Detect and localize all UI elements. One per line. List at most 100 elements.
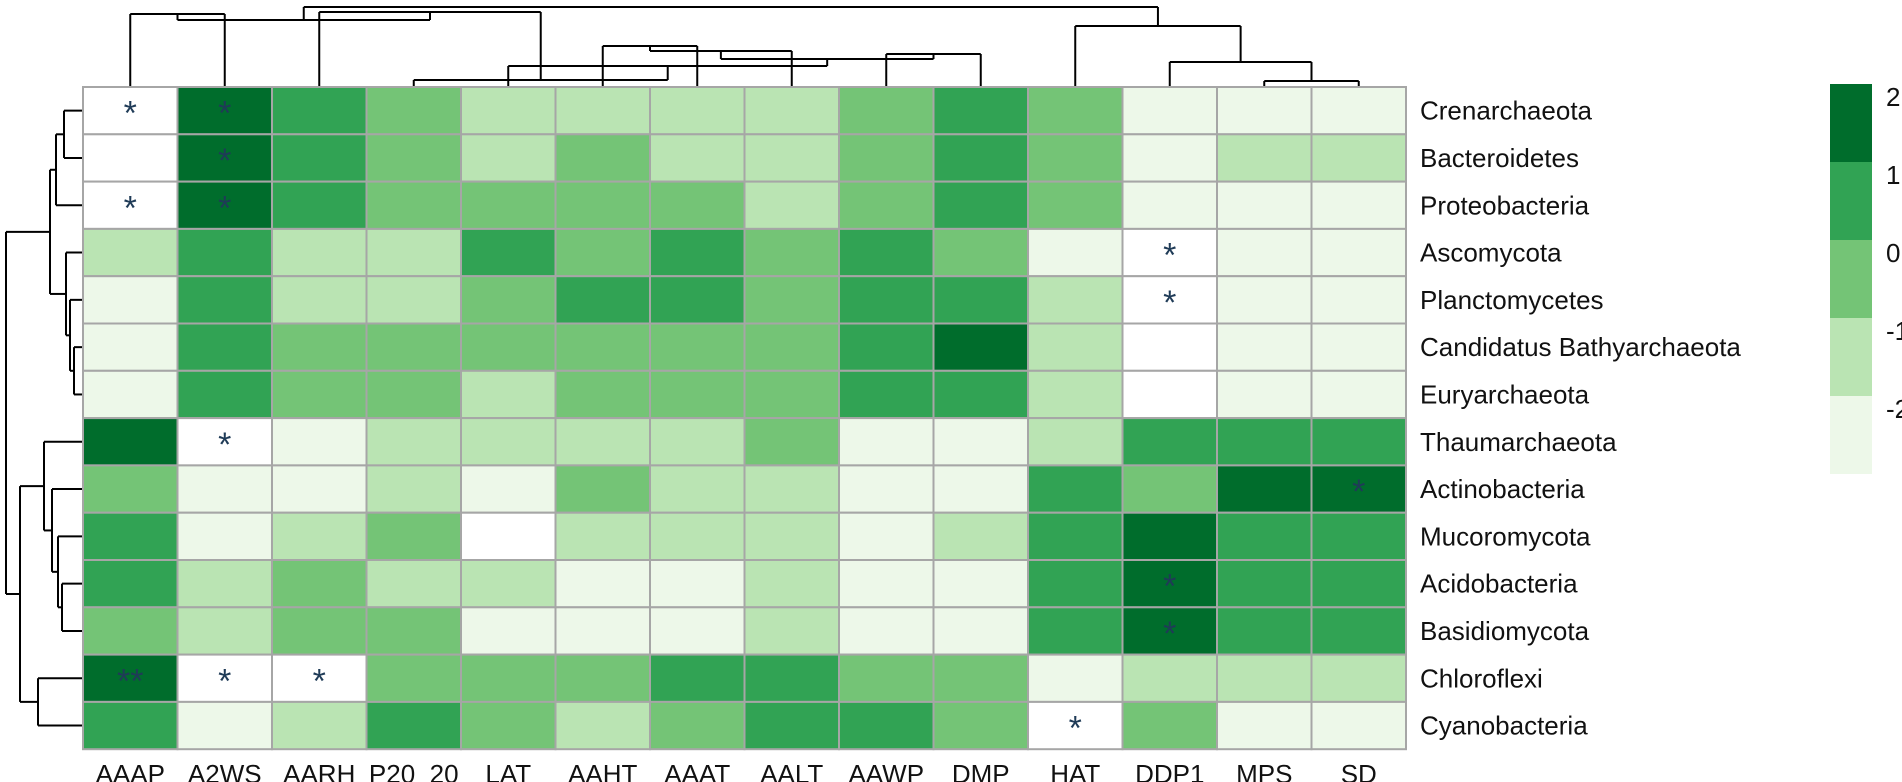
significance-markers: * *** ********* * ** (117, 95, 1365, 748)
heatmap-cell (1027, 322, 1124, 372)
row-labels: Crenarchaeota Bacteroidetes Proteobacteria… (1420, 96, 1741, 741)
row-label: Basidiomycota (1420, 616, 1590, 646)
row-label: Crenarchaeota (1420, 96, 1593, 126)
heatmap-cell (554, 700, 651, 751)
heatmap-cell (1310, 559, 1407, 609)
heatmap-cell (649, 464, 746, 514)
heatmap-cell (838, 464, 935, 514)
heatmap-cell (1121, 322, 1218, 372)
heatmap-cell (1310, 227, 1407, 278)
heatmap-cell (932, 275, 1029, 325)
heatmap-cell (82, 606, 179, 656)
heatmap-cell (932, 606, 1029, 656)
heatmap-cell (271, 417, 368, 467)
heatmap-cell (838, 322, 935, 372)
heatmap-cell (365, 227, 462, 278)
heatmap-cell (82, 700, 179, 751)
heatmap-cell (1027, 369, 1124, 420)
row-label: Proteobacteria (1420, 190, 1590, 220)
heatmap-cell (1121, 653, 1218, 703)
heatmap-cell (365, 86, 462, 136)
heatmap-cell (649, 275, 746, 325)
heatmap-cell (460, 559, 557, 609)
legend-swatch (1830, 318, 1872, 396)
row-label: Ascomycota (1420, 238, 1562, 268)
heatmap-cell (176, 369, 273, 420)
heatmap-cell (460, 86, 557, 136)
column-dendrogram (129, 6, 1360, 87)
column-label: AAAT (664, 759, 730, 782)
heatmap-cell (460, 417, 557, 467)
heatmap-cell (365, 700, 462, 751)
heatmap-cell (743, 322, 840, 372)
heatmap-cell (1310, 511, 1407, 562)
heatmap-cell (460, 369, 557, 420)
heatmap-cell (271, 464, 368, 514)
heatmap-cell (1216, 369, 1313, 420)
heatmap-cell (176, 227, 273, 278)
heatmap-cell (838, 511, 935, 562)
row-label: Euryarchaeota (1420, 379, 1590, 409)
heatmap-cell (1216, 86, 1313, 136)
heatmap-cell (554, 86, 651, 136)
heatmap-cell (1310, 86, 1407, 136)
heatmap-cell (743, 511, 840, 562)
heatmap-cell (365, 464, 462, 514)
heatmap-cell (1027, 275, 1124, 325)
legend-tick-label: 1 (1886, 160, 1900, 190)
heatmap-cell (1027, 464, 1124, 514)
heatmap-cell (176, 606, 273, 656)
heatmap-cell (1310, 275, 1407, 325)
heatmap-cell (176, 86, 273, 136)
heatmap-cell (1121, 606, 1218, 656)
heatmap-cell (1216, 606, 1313, 656)
heatmap-cell (460, 275, 557, 325)
heatmap-cell (932, 511, 1029, 562)
heatmap-cells (82, 86, 1407, 751)
heatmap-cell (743, 464, 840, 514)
heatmap-cell (271, 86, 368, 136)
column-label: AAWP (848, 759, 924, 782)
legend-tick-label: -1 (1886, 316, 1902, 346)
heatmap-cell (271, 511, 368, 562)
column-label: P20_20 (369, 759, 459, 782)
row-label: Cyanobacteria (1420, 711, 1588, 741)
heatmap-cell (1310, 700, 1407, 751)
heatmap-cell (82, 511, 179, 562)
significance-star: * (1163, 615, 1176, 653)
heatmap-cell (554, 511, 651, 562)
heatmap-cell (1216, 464, 1313, 514)
heatmap-cell (82, 227, 179, 278)
heatmap-cell (82, 369, 179, 420)
significance-star: * (218, 426, 231, 464)
heatmap-cell (82, 180, 179, 230)
significance-star: * (1352, 473, 1365, 511)
legend-tick-label: 0 (1886, 238, 1900, 268)
heatmap-cell (365, 653, 462, 703)
heatmap-cell (1027, 86, 1124, 136)
heatmap-cell (460, 180, 557, 230)
heatmap-cell (460, 653, 557, 703)
heatmap-cell (460, 700, 557, 751)
significance-star: ** (117, 662, 143, 700)
column-label: AARH (283, 759, 355, 782)
significance-star: * (1163, 284, 1176, 322)
heatmap-cell (1027, 511, 1124, 562)
heatmap-cell (1216, 653, 1313, 703)
heatmap-cell (460, 133, 557, 183)
heatmap-cell (838, 700, 935, 751)
heatmap-cell (932, 180, 1029, 230)
heatmap-cell (271, 606, 368, 656)
heatmap-cell (1216, 511, 1313, 562)
heatmap-cell (838, 417, 935, 467)
significance-star: * (218, 142, 231, 180)
heatmap-cell (1121, 180, 1218, 230)
heatmap-cell (554, 653, 651, 703)
heatmap-cell (649, 369, 746, 420)
heatmap-cell (1027, 227, 1124, 278)
significance-star: * (218, 95, 231, 133)
heatmap-cell (365, 322, 462, 372)
heatmap-cell (554, 133, 651, 183)
heatmap-cell (1216, 275, 1313, 325)
column-label: LAT (485, 759, 531, 782)
